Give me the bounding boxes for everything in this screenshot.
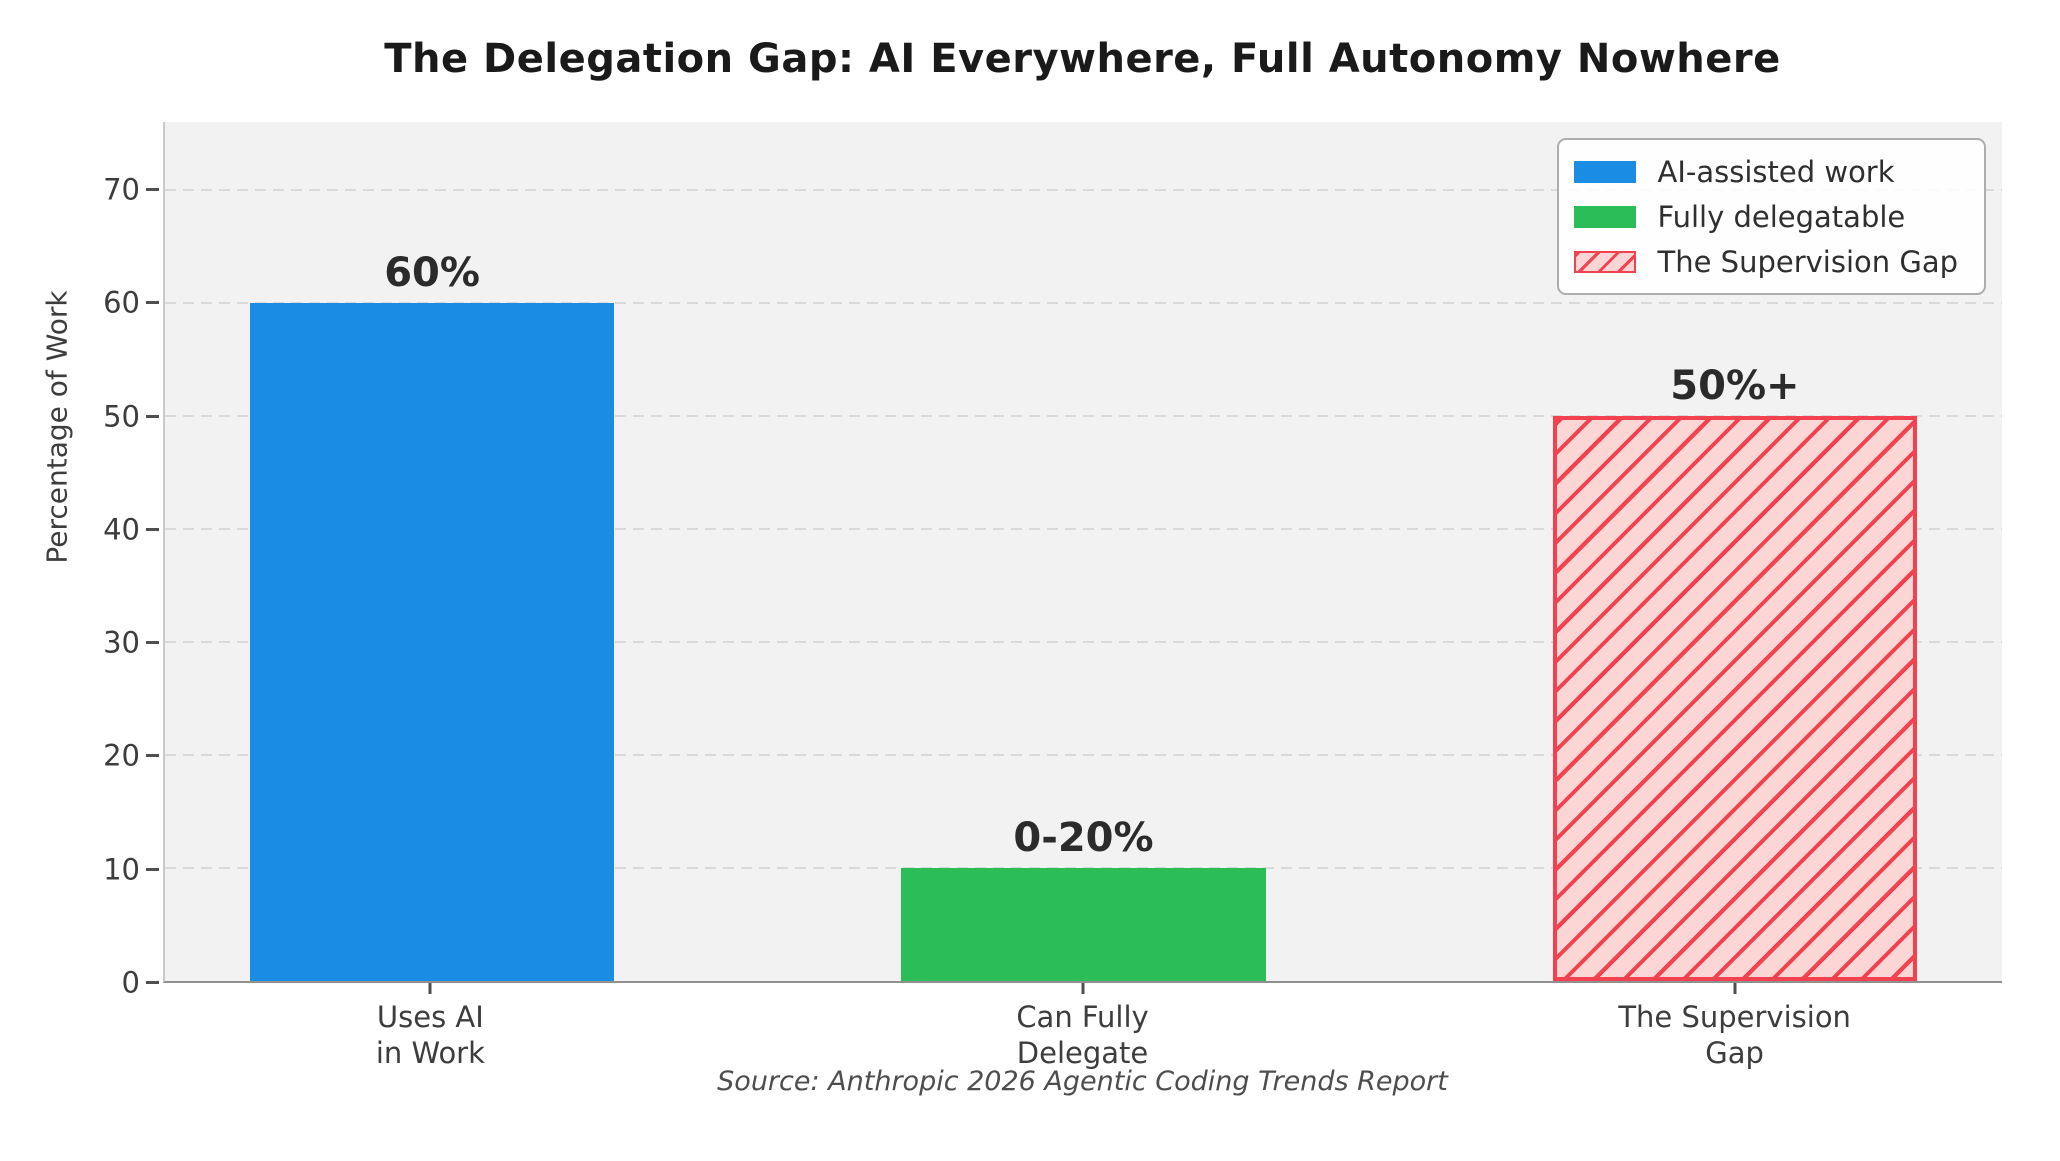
y-tick-label-40: 40 <box>103 512 140 547</box>
y-tick-70 <box>146 187 159 191</box>
bar-uses-ai-in-work <box>249 302 615 981</box>
gridline-40 <box>165 527 2002 530</box>
x-tick-the-supervision-gap <box>1733 983 1737 994</box>
y-tick-label-30: 30 <box>103 625 140 660</box>
legend-label: Fully delegatable <box>1657 199 1906 234</box>
gridline-20 <box>165 753 2002 756</box>
gridline-50 <box>165 414 2002 417</box>
legend-label: The Supervision Gap <box>1657 244 1959 279</box>
legend-swatch-supervision-gap <box>1573 250 1636 273</box>
bar-value-label-uses-ai-in-work: 60% <box>384 249 480 296</box>
bar-can-fully-delegate <box>901 867 1266 981</box>
gridline-30 <box>165 640 2002 643</box>
y-tick-10 <box>146 867 159 871</box>
legend-item-supervision-gap: The Supervision Gap <box>1559 239 1985 284</box>
y-axis: 0 10 20 30 40 50 60 70 <box>0 122 161 997</box>
y-tick-20 <box>146 754 159 758</box>
legend-label: AI-assisted work <box>1657 154 1895 189</box>
x-tick-can-fully-delegate <box>1081 983 1084 994</box>
y-tick-0 <box>146 981 159 984</box>
legend-swatch-fully-delegatable <box>1573 205 1636 228</box>
y-tick-30 <box>146 641 159 645</box>
x-tick-label-can-fully-delegate: Can Fully Delegate <box>1016 1000 1149 1070</box>
x-tick-uses-ai-in-work <box>428 983 432 994</box>
legend-swatch-ai-assisted-work <box>1573 160 1636 183</box>
gridline-60 <box>165 301 2002 304</box>
legend-item-fully-delegatable: Fully delegatable <box>1559 194 1985 239</box>
y-tick-label-20: 20 <box>103 738 140 773</box>
x-axis: Uses AI in Work Can Fully Delegate The Super… <box>163 983 2002 1113</box>
chart-title: The Delegation Gap: AI Everywhere, Full … <box>384 36 1781 82</box>
y-tick-label-60: 60 <box>103 285 140 320</box>
y-tick-label-10: 10 <box>103 852 140 887</box>
legend: AI-assisted work Fully delegatable The S… <box>1556 138 1986 295</box>
y-tick-label-70: 70 <box>103 172 140 207</box>
y-tick-label-50: 50 <box>103 399 140 434</box>
y-tick-label-0: 0 <box>121 965 140 1000</box>
x-tick-label-uses-ai-in-work: Uses AI in Work <box>375 1000 485 1070</box>
bar-value-label-the-supervision-gap: 50%+ <box>1670 362 1800 409</box>
y-tick-40 <box>146 527 159 531</box>
bar-the-supervision-gap <box>1552 415 1918 981</box>
x-tick-label-the-supervision-gap: The Supervision Gap <box>1618 1000 1851 1070</box>
y-tick-50 <box>146 414 159 418</box>
gridline-70 <box>165 188 2002 191</box>
y-tick-60 <box>146 301 159 305</box>
bar-value-label-can-fully-delegate: 0-20% <box>1013 814 1154 861</box>
source-note: Source: Anthropic 2026 Agentic Coding Tr… <box>717 1066 1448 1097</box>
legend-item-ai-assisted-work: AI-assisted work <box>1559 149 1985 194</box>
plot-area: AI-assisted work Fully delegatable The S… <box>163 122 2002 983</box>
